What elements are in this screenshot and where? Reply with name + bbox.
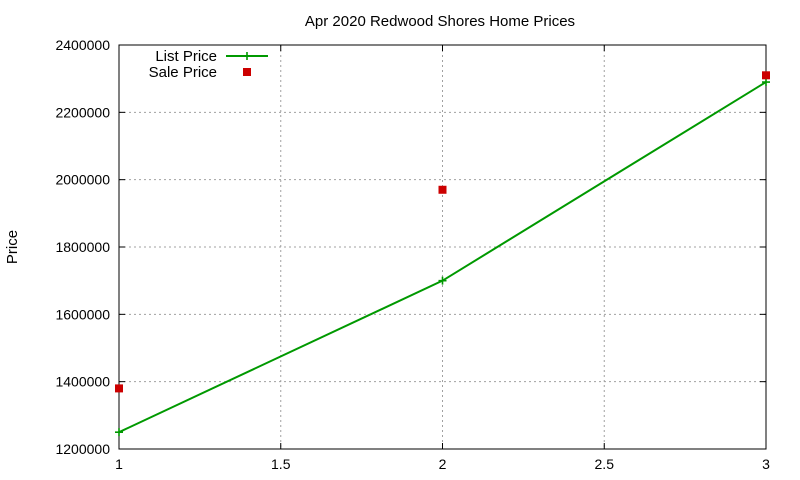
y-tick-label: 1400000 <box>55 374 110 390</box>
list-price-point <box>762 78 770 87</box>
x-tick-label: 3 <box>762 456 770 472</box>
y-tick-label: 2200000 <box>55 104 110 120</box>
x-tick-label: 2 <box>439 456 447 472</box>
chart-title: Apr 2020 Redwood Shores Home Prices <box>305 13 575 30</box>
sale-price-point <box>115 384 123 393</box>
y-tick-label: 2400000 <box>55 37 110 53</box>
grid-lines <box>119 45 766 449</box>
list-price-line <box>118 81 767 434</box>
list-price-point <box>438 276 447 285</box>
sale-price-point <box>762 71 770 80</box>
y-tick-label: 1800000 <box>55 239 110 255</box>
x-tick-label: 2.5 <box>595 456 615 472</box>
legend-square-marker <box>243 68 251 76</box>
legend-label: Sale Price <box>149 64 217 81</box>
legend-plus-marker <box>243 52 251 60</box>
y-tick-label: 1200000 <box>55 441 110 457</box>
axis-ticks: 1200000 1400000 1600000 1800000 2000000 22000… <box>55 37 770 472</box>
x-tick-label: 1 <box>115 456 123 472</box>
legend-label: List Price <box>155 48 217 65</box>
sale-price-point <box>438 185 447 194</box>
list-price-point <box>115 428 123 437</box>
y-tick-label: 1600000 <box>55 306 110 322</box>
y-tick-label: 2000000 <box>55 172 110 188</box>
series-layer <box>115 71 770 437</box>
y-axis-label: Price <box>4 230 21 264</box>
x-tick-label: 1.5 <box>271 456 291 472</box>
